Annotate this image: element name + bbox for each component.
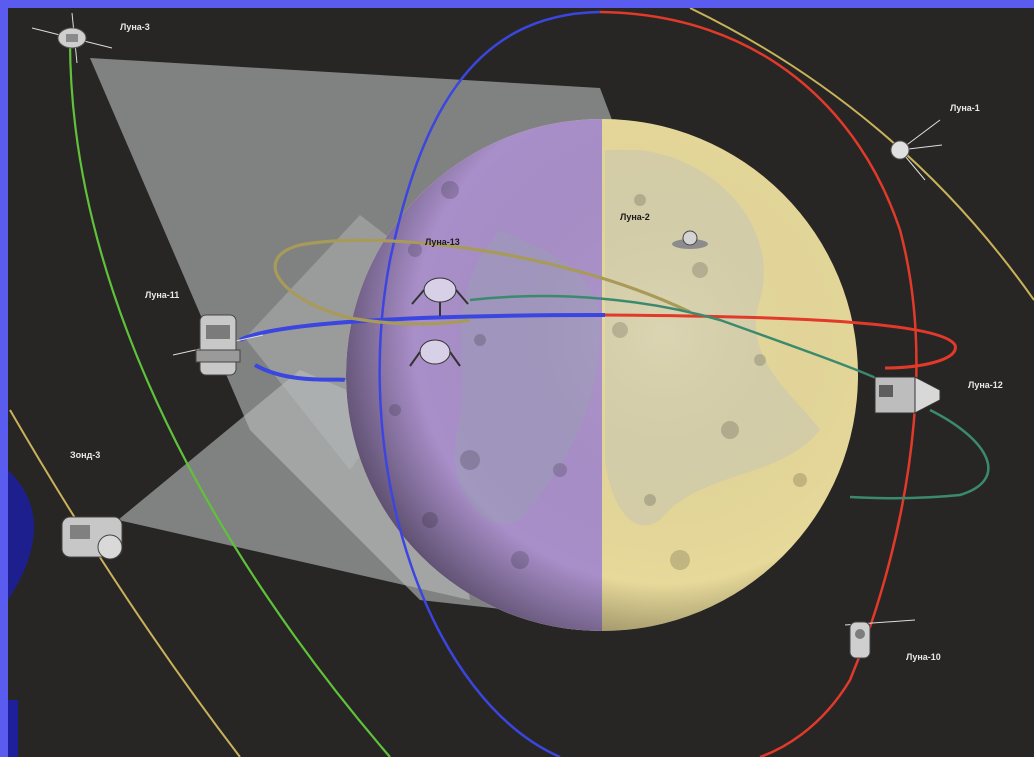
label-zond-3: Зонд-3 (70, 450, 100, 460)
luna-3-orbit (68, 39, 391, 757)
corner-accent-left (8, 470, 34, 600)
label-luna-11: Луна-11 (145, 290, 179, 300)
luna-13-lander-icon-2 (409, 339, 461, 367)
luna-11-spacecraft-icon (172, 314, 264, 376)
luna-10-orbit-blue (378, 10, 601, 757)
luna-12-approach (469, 294, 881, 382)
luna-12-orbit (849, 408, 990, 500)
luna-11-orbit-red (604, 313, 957, 370)
label-luna-12: Луна-12 (968, 380, 1003, 390)
label-luna-10: Луна-10 (906, 652, 941, 662)
luna-2-impact-icon (672, 230, 708, 249)
luna-13-trajectory (273, 238, 691, 326)
luna-13-lander-icon (411, 277, 469, 316)
luna-12-spacecraft-icon (874, 376, 941, 414)
zond-3-orbit (9, 409, 241, 757)
luna-11-orbit-front (254, 363, 346, 382)
label-luna-13: Луна-13 (425, 237, 460, 247)
zond-3-spacecraft-icon (61, 516, 123, 560)
luna-11-orbit-back (239, 313, 606, 342)
luna-10-spacecraft-icon (844, 619, 916, 659)
luna-10-orbit-red (599, 10, 918, 757)
luna-3-spacecraft-icon (31, 12, 113, 64)
corner-accent-bottom (8, 700, 18, 757)
label-luna-2: Луна-2 (620, 212, 650, 222)
label-luna-1: Луна-1 (950, 103, 980, 113)
label-luna-3: Луна-3 (120, 22, 150, 32)
luna-1-trajectory (689, 8, 1034, 301)
luna-1-spacecraft-icon (890, 119, 943, 181)
